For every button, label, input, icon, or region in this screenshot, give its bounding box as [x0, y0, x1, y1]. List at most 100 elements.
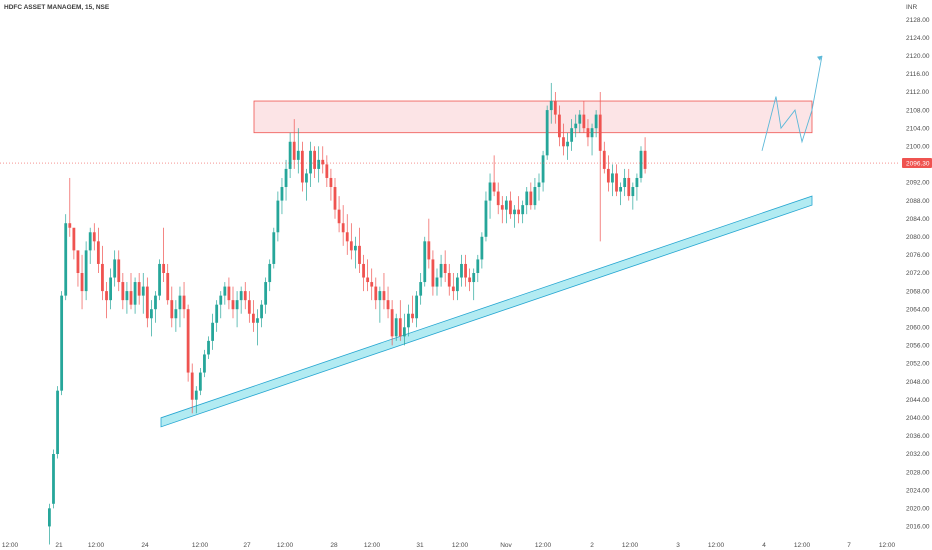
candle-body: [145, 286, 149, 319]
candle-body: [378, 291, 382, 301]
y-tick-label: 2048.00: [906, 379, 930, 386]
candle-body: [354, 245, 357, 251]
candle-body: [239, 291, 243, 301]
currency-label: INR: [906, 4, 918, 11]
y-tick-label: 2028.00: [906, 469, 930, 476]
candle-body: [113, 259, 117, 278]
candle-body: [284, 168, 288, 188]
chart-title: HDFC ASSET MANAGEM, 15, NSE: [4, 4, 110, 11]
candle-body: [537, 182, 541, 188]
price-axis[interactable]: 2016.00 2020.00 2024.00 2028.00 2032.00 2036.…: [906, 17, 930, 531]
candle-body: [186, 309, 190, 373]
candle-body: [390, 309, 394, 337]
x-tick-label: 12:00: [708, 542, 725, 549]
candle-body: [398, 318, 402, 337]
x-tick-label: 31: [416, 542, 424, 549]
candle-body: [386, 300, 390, 310]
time-axis[interactable]: 12:00 21 12:00 24 12:00 27 12:00 28 12:00 31 12:00…: [2, 542, 896, 549]
candle-body: [272, 232, 276, 264]
candle-body: [533, 187, 537, 206]
candle-body: [121, 282, 125, 301]
candle-body: [300, 150, 304, 183]
candle-body: [545, 110, 549, 156]
candle-body: [162, 263, 166, 273]
y-tick-label: 2044.00: [906, 397, 930, 404]
x-tick-label: 12:00: [452, 542, 469, 549]
candle-body: [517, 209, 520, 215]
candle-body: [109, 277, 112, 301]
x-tick-label: 7: [847, 542, 851, 549]
candle-body: [611, 173, 614, 183]
x-tick-label: 28: [330, 542, 338, 549]
x-tick-label: 21: [55, 542, 63, 549]
candle-body: [598, 114, 602, 151]
x-tick-label: 24: [141, 542, 149, 549]
candle-body: [606, 168, 610, 183]
y-tick-label: 2060.00: [906, 325, 930, 332]
projection-path[interactable]: [761, 55, 823, 151]
candle-body: [407, 313, 410, 328]
x-tick-label: 3: [676, 542, 680, 549]
candle-body: [198, 372, 202, 391]
y-tick-label: 2084.00: [906, 216, 930, 223]
candle-body: [574, 123, 578, 129]
candle-body: [415, 295, 418, 319]
candle-body: [329, 177, 333, 188]
candle-body: [64, 223, 68, 296]
y-tick-label: 2112.00: [906, 89, 929, 96]
y-tick-label: 2124.00: [906, 35, 930, 42]
candle-body: [141, 286, 145, 296]
candle-body: [464, 263, 467, 278]
candle-body: [423, 241, 427, 283]
candlestick-series: [48, 82, 647, 545]
candle-body: [419, 282, 423, 296]
candle-body: [288, 141, 292, 169]
candle-body: [313, 150, 316, 169]
candle-body: [480, 236, 484, 260]
candle-body: [631, 187, 635, 197]
candle-body: [256, 318, 259, 323]
y-tick-label: 2072.00: [906, 270, 930, 277]
x-tick-label: 12:00: [192, 542, 209, 549]
candle-body: [500, 205, 504, 210]
y-tick-label: 2120.00: [906, 53, 930, 60]
candle-body: [484, 200, 488, 237]
candle-body: [96, 241, 100, 264]
candle-body: [92, 232, 96, 242]
candle-body: [80, 273, 84, 292]
y-tick-label: 2080.00: [906, 234, 930, 241]
candle-body: [370, 282, 374, 287]
y-tick-label: 2128.00: [906, 17, 930, 24]
y-tick-label: 2036.00: [906, 433, 930, 440]
candle-body: [150, 309, 153, 319]
candle-body: [602, 150, 606, 169]
candle-body: [60, 295, 64, 391]
candle-body: [88, 232, 92, 251]
candle-body: [305, 173, 308, 183]
y-tick-label: 2032.00: [906, 451, 930, 458]
y-tick-label: 2056.00: [906, 343, 930, 350]
candle-body: [203, 354, 206, 373]
candle-body: [158, 263, 161, 296]
candle-body: [178, 295, 182, 310]
candle-body: [317, 159, 321, 169]
candle-body: [488, 182, 492, 201]
candle-body: [382, 291, 386, 301]
x-tick-label: 12:00: [879, 542, 896, 549]
candle-body: [447, 273, 451, 287]
candle-body: [309, 150, 312, 174]
candle-body: [337, 209, 341, 224]
candle-body: [235, 300, 239, 310]
supply-zone[interactable]: [253, 100, 813, 134]
y-tick-label: 2108.00: [906, 107, 930, 114]
candle-body: [68, 223, 72, 228]
x-tick-label: 2: [590, 542, 594, 549]
trendline-channel[interactable]: [160, 195, 813, 428]
candle-body: [52, 454, 55, 504]
y-tick-label: 2052.00: [906, 361, 930, 368]
candle-body: [166, 273, 170, 301]
x-tick-label: 12:00: [277, 542, 294, 549]
candle-body: [362, 263, 365, 278]
candle-body: [639, 150, 643, 178]
